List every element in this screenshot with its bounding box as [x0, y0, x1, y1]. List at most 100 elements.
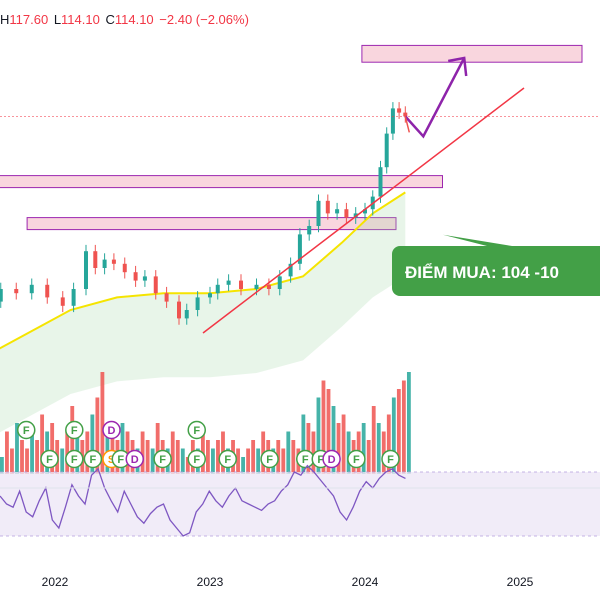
pullback-line — [404, 116, 411, 133]
volume-bar — [406, 372, 411, 474]
volume-bar — [65, 431, 70, 474]
candle-body — [335, 209, 340, 214]
candle-body — [122, 263, 127, 273]
zone-0 — [361, 44, 583, 63]
badge-letter: F — [387, 454, 394, 466]
candle-body — [195, 297, 200, 310]
rsi-panel — [0, 464, 600, 537]
volume-bar — [306, 423, 311, 474]
volume-bar — [241, 457, 245, 474]
candle-body — [93, 251, 98, 268]
badge-f[interactable]: F — [83, 449, 103, 469]
candle-body — [153, 276, 158, 294]
candle-body — [133, 272, 138, 281]
callout-tail — [443, 234, 512, 246]
callout-text: ĐIỂM MUA: 104 -10 — [405, 263, 559, 282]
candle-body — [353, 213, 358, 218]
volume-bar — [170, 431, 175, 474]
x-tick-label: 2022 — [42, 575, 69, 589]
candle-body — [363, 209, 367, 214]
badge-circle — [187, 420, 206, 440]
badge-circle — [153, 449, 172, 469]
badge-f[interactable]: F — [17, 420, 36, 440]
badge-f[interactable]: F — [153, 449, 172, 469]
badge-circle — [102, 420, 121, 440]
badge-f[interactable]: F — [347, 449, 366, 469]
candle-body — [254, 284, 259, 289]
badge-f[interactable]: F — [40, 449, 59, 469]
time-axis: 2022 2023 2024 2025 — [0, 487, 600, 589]
candle-body — [239, 280, 243, 289]
candle-body — [325, 200, 330, 214]
badge-letter: F — [159, 454, 166, 466]
candle-body — [215, 284, 220, 294]
badge-letter: S — [108, 454, 115, 466]
badge-f[interactable]: F — [296, 449, 315, 469]
volume-bar — [50, 423, 55, 474]
ohlc-close-label: C — [105, 12, 115, 27]
badge-letter: F — [224, 454, 231, 466]
badge-f[interactable]: F — [218, 449, 237, 469]
volume-bar — [120, 423, 125, 474]
volume-bar — [145, 440, 150, 474]
badge-f[interactable]: F — [65, 420, 84, 440]
volume-bar — [396, 389, 401, 474]
volume-bar — [246, 448, 251, 474]
candle-body — [84, 251, 88, 289]
badge-letter: F — [353, 454, 360, 466]
candle-body — [307, 226, 312, 235]
badge-letter: D — [131, 454, 139, 466]
badge-circle — [40, 449, 59, 469]
badge-circle — [260, 449, 279, 469]
volume-bar — [256, 448, 261, 474]
candle-body — [45, 284, 50, 298]
candle-body — [177, 301, 181, 319]
candle-body — [71, 289, 76, 306]
badge-letter: D — [328, 454, 336, 466]
badge-f[interactable]: F — [260, 449, 279, 469]
rsi-band — [0, 472, 600, 536]
volume-bar — [286, 431, 291, 474]
callout-box — [392, 246, 600, 296]
volume-bar — [401, 380, 406, 474]
volume-bar — [100, 372, 105, 474]
badge-letter: F — [317, 454, 324, 466]
volume-bar — [301, 414, 306, 474]
badge-f[interactable]: F — [65, 449, 84, 469]
badge-circle — [83, 449, 103, 469]
badge-f[interactable]: F — [187, 420, 206, 440]
badge-d[interactable]: D — [322, 449, 341, 469]
badge-d[interactable]: D — [102, 420, 121, 440]
badge-d[interactable]: D — [125, 449, 144, 469]
resistance-zones — [0, 44, 583, 231]
zone-2 — [26, 217, 397, 231]
x-tick-label: 2025 — [507, 575, 534, 589]
volume-bar — [25, 448, 29, 474]
candle-body — [288, 263, 293, 277]
badge-circle — [322, 449, 341, 469]
badge-f[interactable]: F — [187, 449, 206, 469]
volume-bar — [391, 397, 396, 474]
badge-circle — [125, 449, 144, 469]
cloud-area — [0, 192, 406, 433]
ohlc-high-label: H — [0, 12, 10, 27]
volume-bar — [155, 423, 160, 474]
candle-body — [208, 293, 212, 298]
badge-circle — [65, 420, 84, 440]
badge-circle — [218, 449, 237, 469]
candle-body — [277, 276, 282, 289]
candle-body — [344, 209, 349, 218]
volume-bar — [366, 440, 371, 474]
badge-letter: F — [302, 454, 309, 466]
badge-f[interactable]: F — [381, 449, 400, 469]
volume-bar — [371, 406, 376, 474]
badge-letter: F — [71, 454, 78, 466]
candle-body — [60, 297, 65, 306]
candle-body — [164, 293, 169, 302]
ohlc-low: 114.10 — [61, 12, 100, 27]
badge-letter: F — [193, 425, 200, 437]
volume-bar — [90, 414, 95, 474]
volume-bar — [60, 448, 65, 474]
